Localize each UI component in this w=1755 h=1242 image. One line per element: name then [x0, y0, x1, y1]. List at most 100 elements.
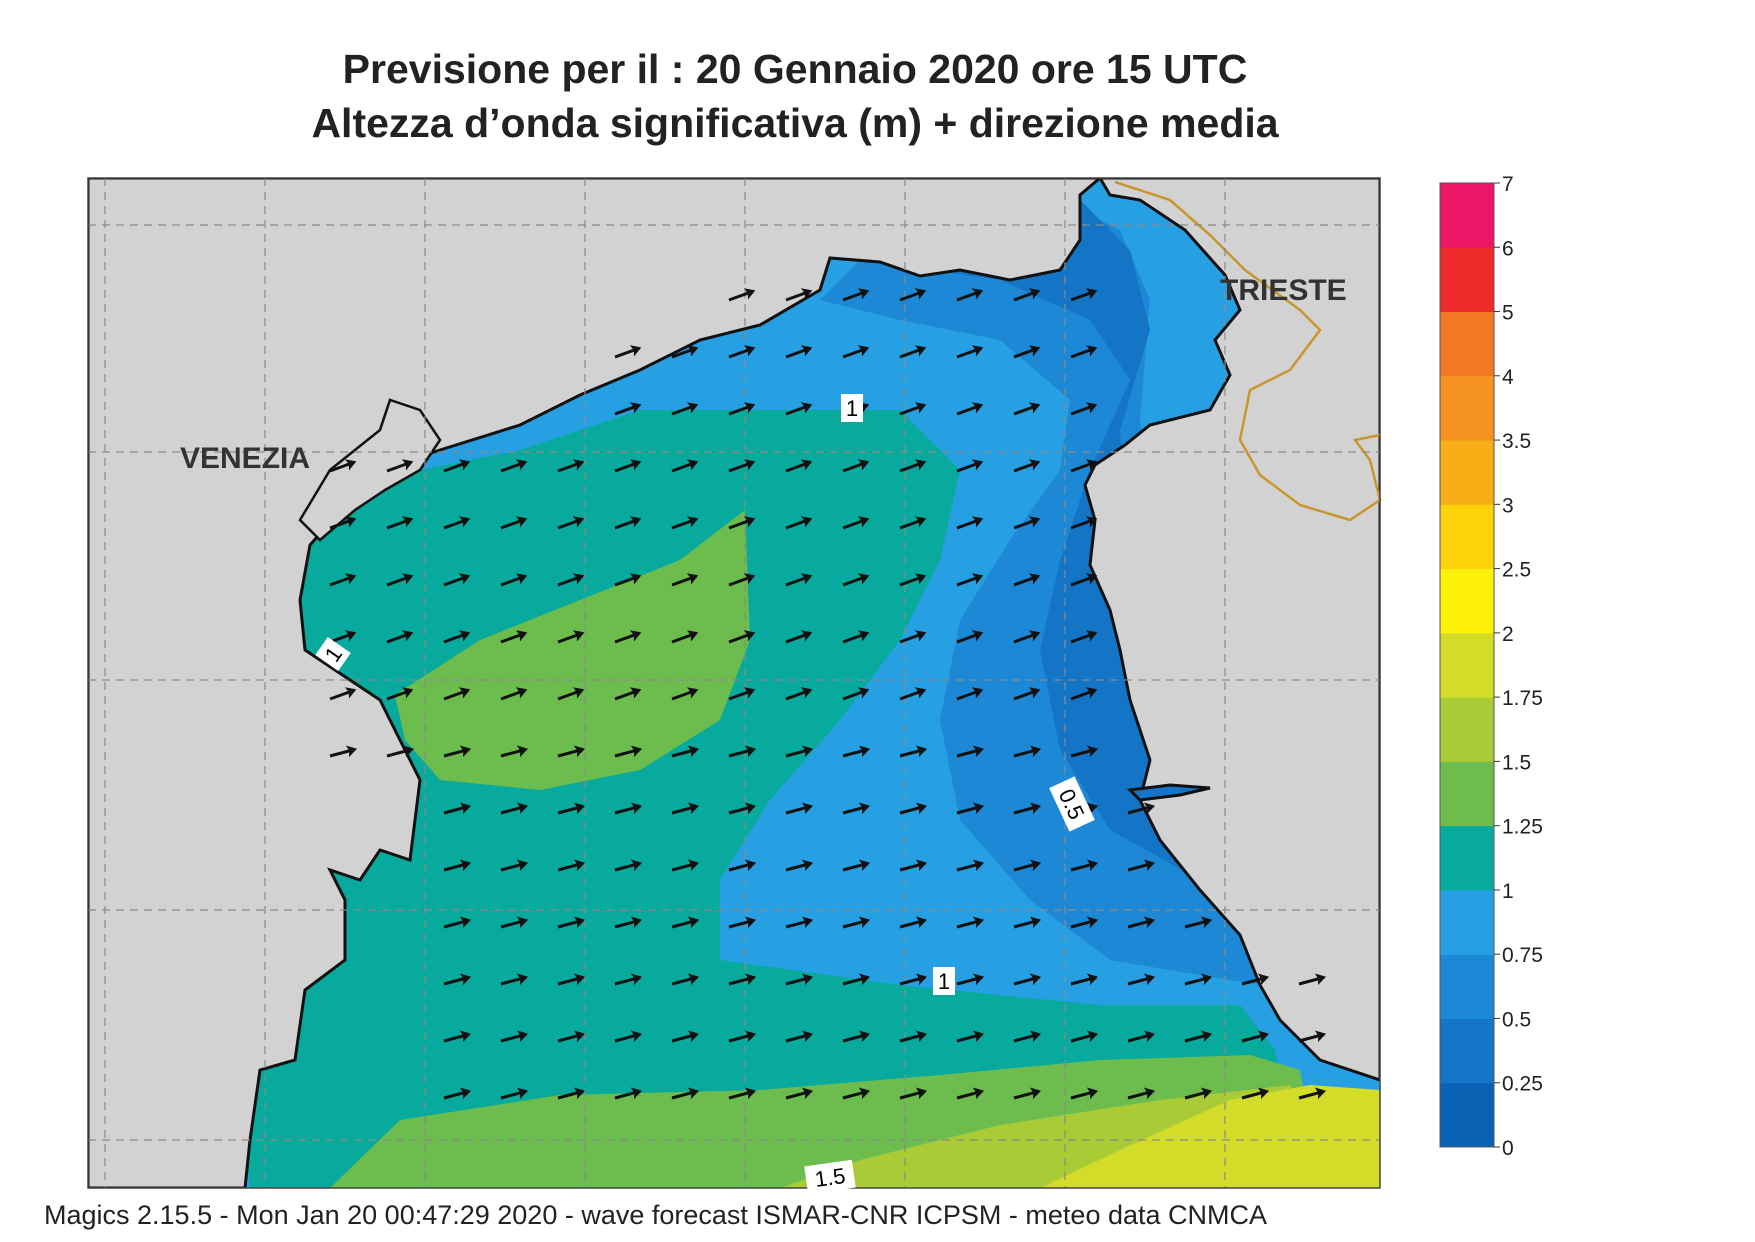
wave-arrow — [842, 345, 870, 359]
wave-arrow — [443, 745, 472, 758]
wave-arrow — [1298, 1030, 1327, 1043]
wave-arrow — [671, 402, 699, 416]
wave-arrow — [500, 1030, 529, 1043]
wave-arrow — [614, 459, 642, 473]
legend-swatch — [1440, 632, 1494, 698]
wave-arrow — [1013, 859, 1042, 872]
wave-arrow — [899, 402, 927, 416]
wave-arrow — [500, 1087, 529, 1100]
wave-arrow — [500, 516, 528, 530]
svg-text:1: 1 — [938, 969, 950, 994]
wave-arrow — [899, 916, 928, 929]
wave-arrow — [557, 916, 586, 929]
legend-tick-label: 6 — [1502, 237, 1514, 260]
wave-arrow — [728, 630, 756, 644]
wave-arrow — [899, 516, 927, 530]
contour-fill-1.25-1.5-north — [395, 510, 750, 790]
wave-arrow — [785, 288, 813, 302]
wave-arrow — [671, 859, 700, 872]
wave-arrow — [899, 573, 927, 587]
wave-direction-arrows — [329, 288, 1327, 1100]
wave-arrow — [614, 687, 642, 701]
contour-fill-1-1.25 — [240, 410, 1300, 1188]
legend-tick-label: 1.5 — [1502, 751, 1531, 774]
wave-arrow — [1127, 973, 1156, 986]
lagoon — [298, 398, 442, 542]
graticule — [88, 178, 1380, 1188]
wave-arrow — [785, 745, 814, 758]
legend-tick-label: 2.5 — [1502, 559, 1531, 582]
wave-arrow — [899, 345, 927, 359]
wave-arrow — [386, 745, 415, 758]
wave-arrow — [500, 745, 529, 758]
wave-arrow — [671, 459, 699, 473]
legend-swatch — [1440, 1018, 1494, 1084]
wave-arrow — [614, 1030, 643, 1043]
wave-arrow — [1013, 288, 1041, 302]
wave-arrow — [1070, 1087, 1099, 1100]
wave-arrow — [1070, 288, 1098, 302]
wave-arrow — [785, 630, 813, 644]
wave-arrow — [956, 1087, 985, 1100]
wave-arrow — [500, 916, 529, 929]
wave-arrow — [728, 687, 756, 701]
wave-arrow — [671, 345, 699, 359]
wave-arrow — [500, 687, 528, 701]
wave-arrow — [500, 573, 528, 587]
legend-swatch — [1440, 440, 1494, 505]
wave-arrow — [614, 516, 642, 530]
wave-arrow — [956, 1030, 985, 1043]
legend-swatch — [1440, 247, 1494, 313]
wave-arrow — [785, 973, 814, 986]
wave-arrow — [329, 745, 358, 758]
country-border — [1114, 180, 1382, 522]
place-label-trieste: TRIESTE — [1220, 274, 1347, 307]
wave-arrow — [785, 516, 813, 530]
wave-arrow — [614, 1087, 643, 1100]
wave-arrow — [728, 402, 756, 416]
wave-arrow — [842, 687, 870, 701]
wave-arrow — [1013, 1087, 1042, 1100]
contour-label: 1 — [933, 967, 955, 995]
wave-arrow — [557, 459, 585, 473]
place-label-venezia: VENEZIA — [180, 442, 310, 475]
wave-arrow — [443, 1030, 472, 1043]
wave-arrow — [500, 459, 528, 473]
legend-tick-label: 1.25 — [1502, 816, 1543, 839]
wave-arrow — [1070, 573, 1098, 587]
wave-arrow — [614, 973, 643, 986]
wave-arrow — [1070, 859, 1099, 872]
wave-arrow — [443, 573, 471, 587]
wave-arrow — [1298, 1087, 1327, 1100]
wave-arrow — [329, 630, 357, 644]
wave-arrow — [1013, 745, 1042, 758]
wave-arrow — [557, 516, 585, 530]
wave-arrow — [329, 687, 357, 701]
wave-arrow — [842, 745, 871, 758]
wave-arrow — [671, 516, 699, 530]
wave-arrow — [614, 402, 642, 416]
wave-arrow — [899, 745, 928, 758]
wave-arrow — [443, 516, 471, 530]
map-frame — [87, 177, 1381, 1189]
wave-arrow — [1070, 973, 1099, 986]
wave-arrow — [500, 802, 529, 815]
wave-arrow — [1184, 1087, 1213, 1100]
wave-arrow — [899, 1030, 928, 1043]
istria-inlet — [1126, 783, 1211, 802]
wave-arrow — [1013, 573, 1041, 587]
wave-arrow — [443, 859, 472, 872]
legend-swatch — [1440, 954, 1494, 1019]
wave-arrow — [956, 630, 984, 644]
wave-arrow — [728, 573, 756, 587]
wave-arrow — [899, 973, 928, 986]
wave-arrow — [500, 630, 528, 644]
wave-arrow — [1070, 345, 1098, 359]
wave-arrow — [1298, 973, 1327, 986]
wave-arrow — [842, 459, 870, 473]
wave-arrow — [956, 687, 984, 701]
wave-arrow — [842, 916, 871, 929]
wave-arrow — [671, 1087, 700, 1100]
wave-arrow — [842, 802, 871, 815]
